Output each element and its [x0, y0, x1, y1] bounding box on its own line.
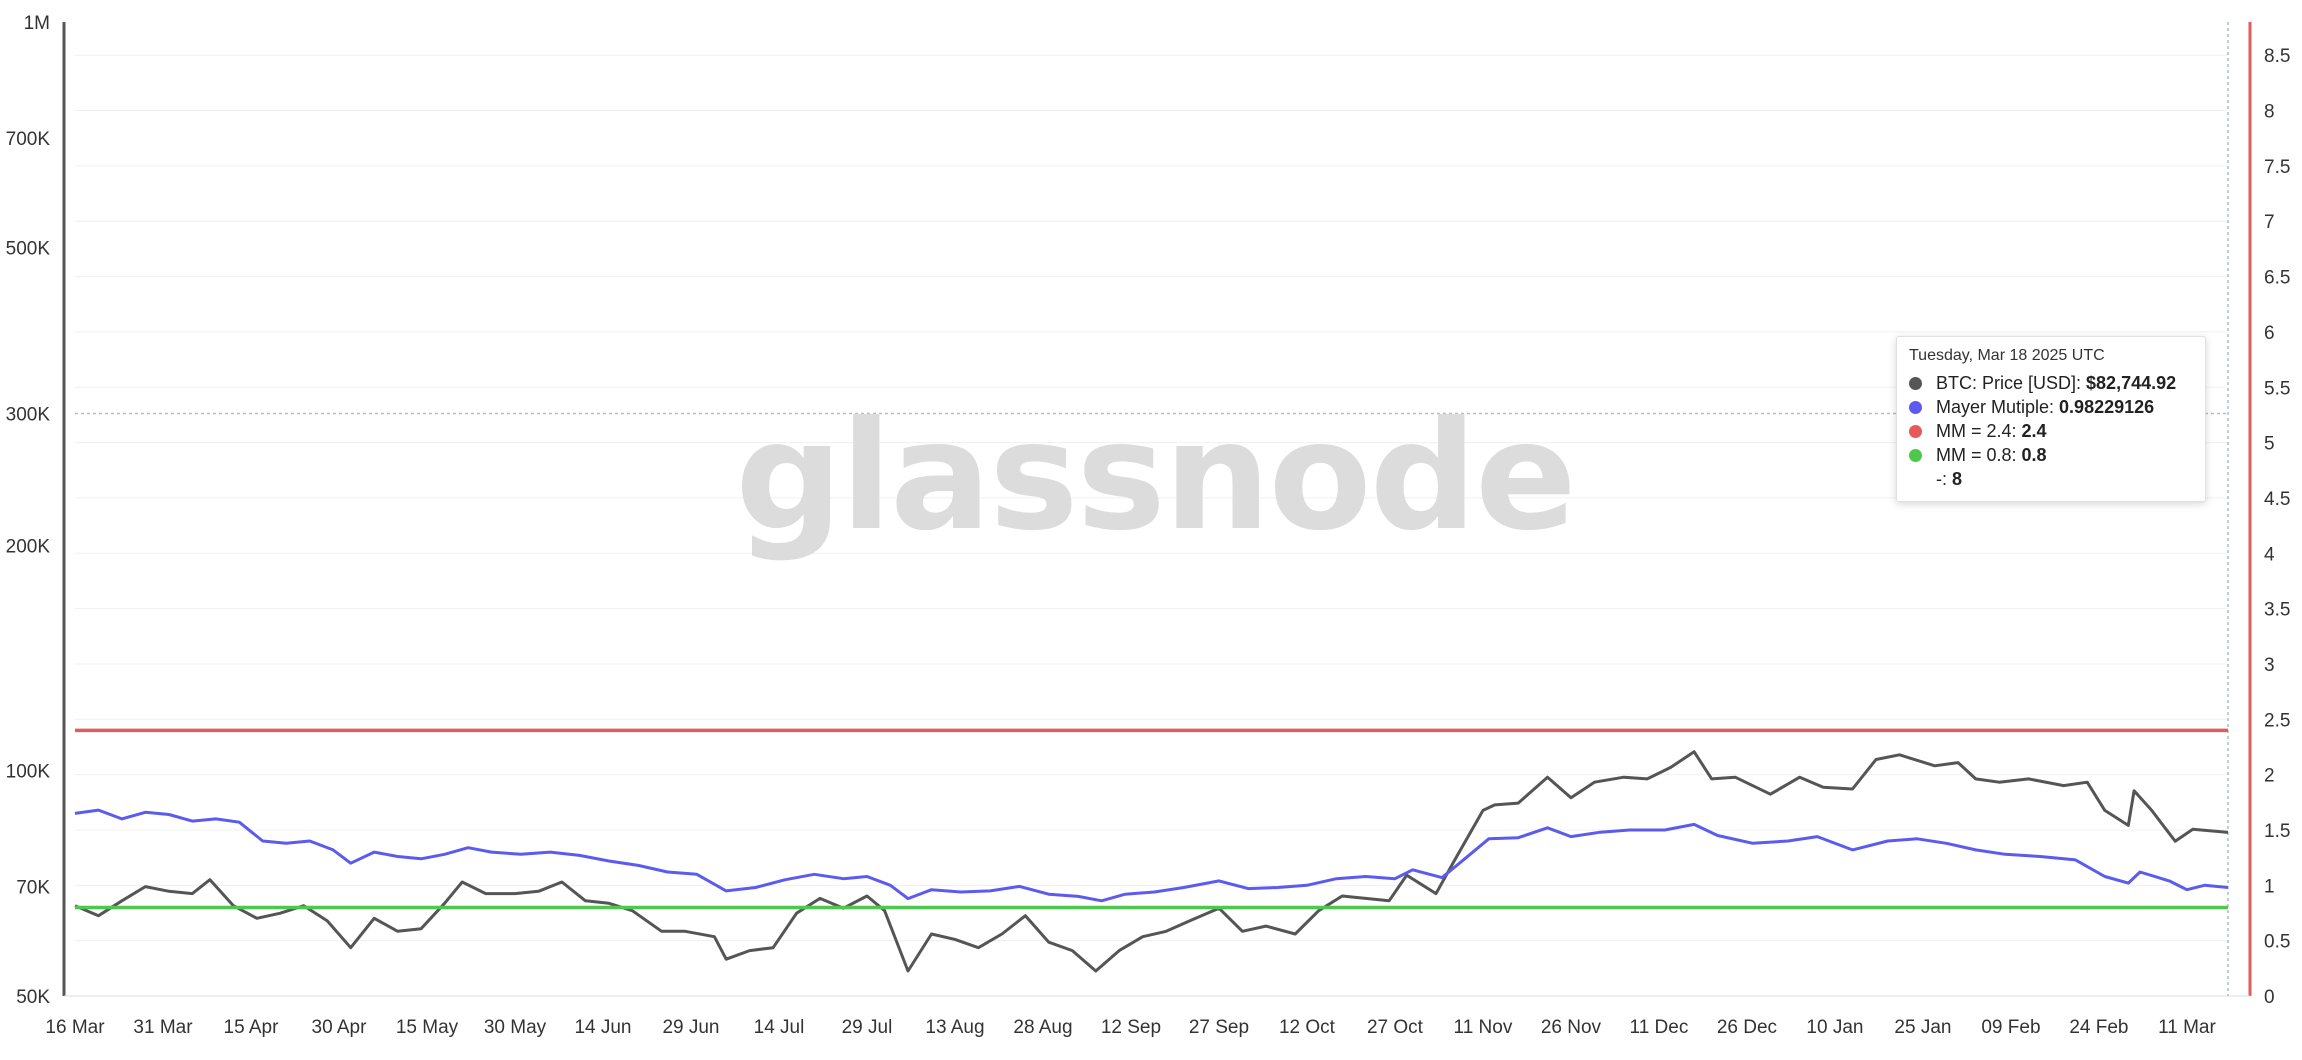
y-right-tick-label: 4	[2264, 544, 2275, 565]
tooltip-row-label: -:	[1936, 469, 1947, 489]
gridlines	[75, 54, 2228, 942]
x-tick-label: 30 Apr	[312, 1017, 368, 1038]
axes	[62, 22, 2252, 997]
tooltip-row: BTC: Price [USD]: $82,744.92	[1909, 371, 2193, 395]
y-left-tick-label: 500K	[6, 238, 51, 259]
tooltip-date: Tuesday, Mar 18 2025 UTC	[1909, 347, 2105, 364]
x-tick-label: 24 Feb	[2069, 1017, 2128, 1038]
y-left-tick-label: 700K	[6, 129, 51, 150]
x-tick-label: 16 Mar	[45, 1017, 105, 1038]
tooltip-row-value: $82,744.92	[2086, 373, 2177, 393]
tooltip-row: -: 8	[1909, 467, 2193, 491]
y-right-tick-label: 1	[2264, 876, 2275, 897]
y-right-tick-label: 2.5	[2264, 710, 2290, 731]
x-tick-label: 15 May	[396, 1017, 459, 1038]
x-tick-label: 09 Feb	[1981, 1017, 2040, 1038]
y-left-tick-label: 100K	[6, 762, 51, 783]
y-right-tick-label: 1.5	[2264, 821, 2290, 842]
y-right-tick-label: 7	[2264, 212, 2275, 233]
legend-dot-icon	[1909, 376, 1922, 390]
tooltip-row-label: MM = 0.8:	[1936, 445, 2017, 465]
x-tick-label: 29 Jul	[842, 1017, 893, 1038]
y-right-tick-label: 6.5	[2264, 268, 2290, 289]
tooltip-row: Mayer Mutiple: 0.98229126	[1909, 395, 2193, 419]
y-right-tick-label: 0.5	[2264, 932, 2290, 953]
tooltip-row-value: 0.98229126	[2059, 397, 2155, 417]
y-right-tick-label: 2	[2264, 766, 2275, 787]
y-right-tick-label: 8.5	[2264, 46, 2290, 67]
x-tick-label: 12 Sep	[1101, 1017, 1161, 1038]
tooltip-rows: BTC: Price [USD]: $82,744.92 Mayer Mutiple…	[1909, 371, 2193, 491]
series-line-mayer-mutiple	[74, 808, 2229, 903]
x-tick-label: 14 Jun	[574, 1017, 631, 1038]
x-tick-label: 26 Dec	[1717, 1017, 1777, 1038]
tooltip-row: MM = 2.4: 2.4	[1909, 419, 2193, 443]
y-left-tick-label: 200K	[6, 536, 51, 557]
y-right-tick-label: 3	[2264, 655, 2275, 676]
x-tick-label: 11 Nov	[1454, 1017, 1513, 1038]
x-tick-label: 27 Sep	[1189, 1017, 1249, 1038]
x-tick-label: 11 Mar	[2158, 1017, 2216, 1038]
legend-dot-icon	[1909, 400, 1922, 414]
x-tick-label: 30 May	[484, 1017, 547, 1038]
x-tick-label: 13 Aug	[925, 1017, 984, 1038]
legend-dot-icon	[1909, 424, 1922, 438]
y-left-tick-label: 1M	[24, 13, 50, 34]
x-tick-label: 27 Oct	[1367, 1017, 1424, 1038]
x-tick-label: 11 Dec	[1630, 1017, 1689, 1038]
series-line-btc-price-usd	[74, 750, 2229, 973]
y-right-tick-label: 7.5	[2264, 157, 2290, 178]
x-tick-label: 28 Aug	[1013, 1017, 1072, 1038]
legend-dot-icon	[1909, 448, 1922, 462]
x-tick-label: 26 Nov	[1541, 1017, 1602, 1038]
x-tick-label: 29 Jun	[662, 1017, 719, 1038]
tooltip-row-value: 0.8	[2021, 445, 2047, 465]
tooltip-row-value: 8	[1952, 469, 1963, 489]
tick-labels: 50K 70K 100K 200K 300K 500K 700K 1M 0 0.5 1 1.5 2 2.5…	[6, 13, 2291, 1038]
y-left-tick-label: 70K	[16, 878, 50, 899]
x-tick-label: 12 Oct	[1279, 1017, 1336, 1038]
tooltip-row-label: Mayer Mutiple:	[1936, 397, 2055, 417]
x-tick-label: 25 Jan	[1894, 1017, 1951, 1038]
tooltip-row: MM = 0.8: 0.8	[1909, 443, 2193, 467]
x-tick-label: 31 Mar	[133, 1017, 193, 1038]
tooltip-row-value: 2.4	[2021, 421, 2047, 441]
watermark: glassnode	[735, 390, 1575, 564]
y-left-tick-label: 50K	[16, 987, 50, 1008]
y-right-tick-label: 6	[2264, 323, 2275, 344]
y-right-tick-label: 0	[2264, 987, 2275, 1008]
y-right-tick-label: 3.5	[2264, 600, 2290, 621]
x-tick-label: 10 Jan	[1806, 1017, 1863, 1038]
tooltip-row-label: MM = 2.4:	[1936, 421, 2017, 441]
y-right-tick-label: 5	[2264, 434, 2275, 455]
x-tick-label: 15 Apr	[224, 1017, 280, 1038]
y-left-tick-label: 300K	[6, 404, 51, 425]
series-lines	[74, 728, 2229, 973]
x-tick-label: 14 Jul	[754, 1017, 805, 1038]
tooltip: Tuesday, Mar 18 2025 UTC BTC: Price [USD…	[1896, 336, 2206, 502]
y-right-tick-label: 5.5	[2264, 378, 2290, 399]
y-right-tick-label: 4.5	[2264, 489, 2290, 510]
y-right-tick-label: 8	[2264, 102, 2275, 123]
tooltip-row-label: BTC: Price [USD]:	[1936, 373, 2082, 393]
